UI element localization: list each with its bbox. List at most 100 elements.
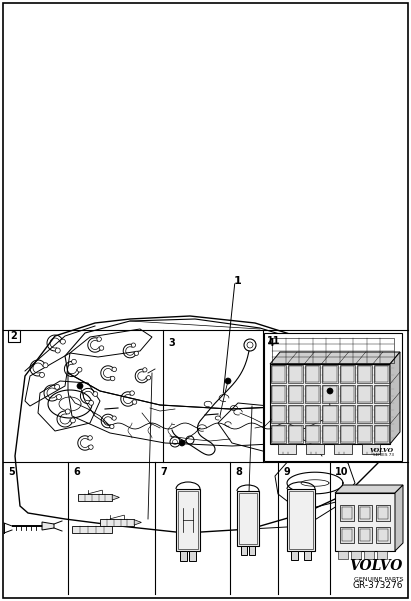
Bar: [237, 491, 259, 546]
Circle shape: [89, 445, 93, 450]
Polygon shape: [270, 352, 400, 364]
Bar: [364, 551, 374, 559]
Polygon shape: [112, 495, 120, 500]
Bar: [342, 507, 352, 519]
Circle shape: [43, 363, 48, 368]
Bar: [357, 365, 372, 383]
Circle shape: [55, 348, 60, 353]
Circle shape: [225, 378, 231, 384]
Bar: [305, 385, 321, 403]
Circle shape: [60, 339, 65, 344]
Circle shape: [72, 359, 76, 364]
Bar: [322, 365, 337, 383]
Bar: [360, 507, 370, 519]
Bar: [339, 405, 355, 423]
Bar: [305, 365, 321, 383]
Circle shape: [111, 376, 115, 381]
Bar: [323, 366, 337, 382]
Bar: [272, 426, 285, 442]
Text: VOLVO: VOLVO: [350, 559, 403, 573]
Circle shape: [89, 400, 94, 405]
Bar: [358, 386, 371, 402]
Polygon shape: [134, 520, 141, 525]
Bar: [288, 425, 303, 443]
Circle shape: [112, 367, 116, 371]
Text: SERIES 73: SERIES 73: [373, 453, 394, 457]
Bar: [358, 366, 371, 382]
Bar: [360, 529, 370, 541]
Bar: [288, 405, 303, 423]
Bar: [338, 551, 348, 559]
Bar: [306, 426, 319, 442]
Circle shape: [112, 416, 116, 420]
Polygon shape: [335, 485, 403, 493]
Bar: [288, 365, 303, 383]
Bar: [271, 425, 286, 443]
Polygon shape: [12, 522, 54, 530]
Bar: [339, 425, 355, 443]
Circle shape: [146, 376, 151, 380]
Bar: [291, 551, 298, 560]
Text: 4: 4: [268, 338, 275, 348]
Bar: [304, 551, 311, 560]
Bar: [323, 426, 337, 442]
Circle shape: [39, 373, 44, 377]
Bar: [306, 406, 319, 422]
Bar: [375, 426, 388, 442]
Bar: [272, 386, 285, 402]
Bar: [376, 505, 390, 521]
Bar: [341, 366, 354, 382]
Bar: [241, 546, 247, 555]
Polygon shape: [72, 526, 112, 533]
Bar: [374, 425, 389, 443]
Bar: [362, 444, 380, 454]
Bar: [358, 505, 372, 521]
Bar: [357, 405, 372, 423]
Bar: [351, 551, 361, 559]
Bar: [341, 386, 354, 402]
Bar: [178, 491, 198, 549]
Bar: [340, 505, 354, 521]
Bar: [239, 493, 257, 544]
Text: 11: 11: [267, 336, 280, 346]
Bar: [378, 507, 388, 519]
Bar: [322, 425, 337, 443]
Circle shape: [77, 383, 83, 389]
Circle shape: [77, 367, 82, 372]
Bar: [339, 365, 355, 383]
Bar: [375, 406, 388, 422]
Circle shape: [55, 385, 60, 389]
Bar: [270, 364, 390, 444]
Bar: [306, 386, 319, 402]
Text: 9: 9: [283, 467, 290, 477]
Bar: [278, 444, 296, 454]
Bar: [271, 405, 286, 423]
Bar: [272, 338, 394, 363]
Text: GENUINE PARTS: GENUINE PARTS: [353, 577, 403, 582]
Bar: [8, 330, 20, 342]
Bar: [358, 426, 371, 442]
Circle shape: [97, 337, 102, 341]
Bar: [287, 489, 315, 551]
Bar: [358, 527, 372, 543]
Bar: [374, 365, 389, 383]
Bar: [322, 385, 337, 403]
Circle shape: [131, 343, 136, 347]
Circle shape: [65, 409, 70, 414]
Text: 6: 6: [73, 467, 80, 477]
Bar: [289, 386, 302, 402]
Bar: [289, 426, 302, 442]
Text: VOLVO: VOLVO: [370, 448, 394, 453]
Bar: [180, 551, 187, 561]
Circle shape: [70, 418, 75, 423]
Circle shape: [134, 351, 139, 355]
Text: 8: 8: [235, 467, 242, 477]
Text: GR-373276: GR-373276: [353, 581, 403, 590]
Bar: [341, 426, 354, 442]
Circle shape: [93, 392, 98, 397]
Bar: [334, 444, 352, 454]
Bar: [357, 425, 372, 443]
Bar: [335, 493, 395, 551]
Bar: [341, 406, 354, 422]
Text: 10: 10: [335, 467, 349, 477]
